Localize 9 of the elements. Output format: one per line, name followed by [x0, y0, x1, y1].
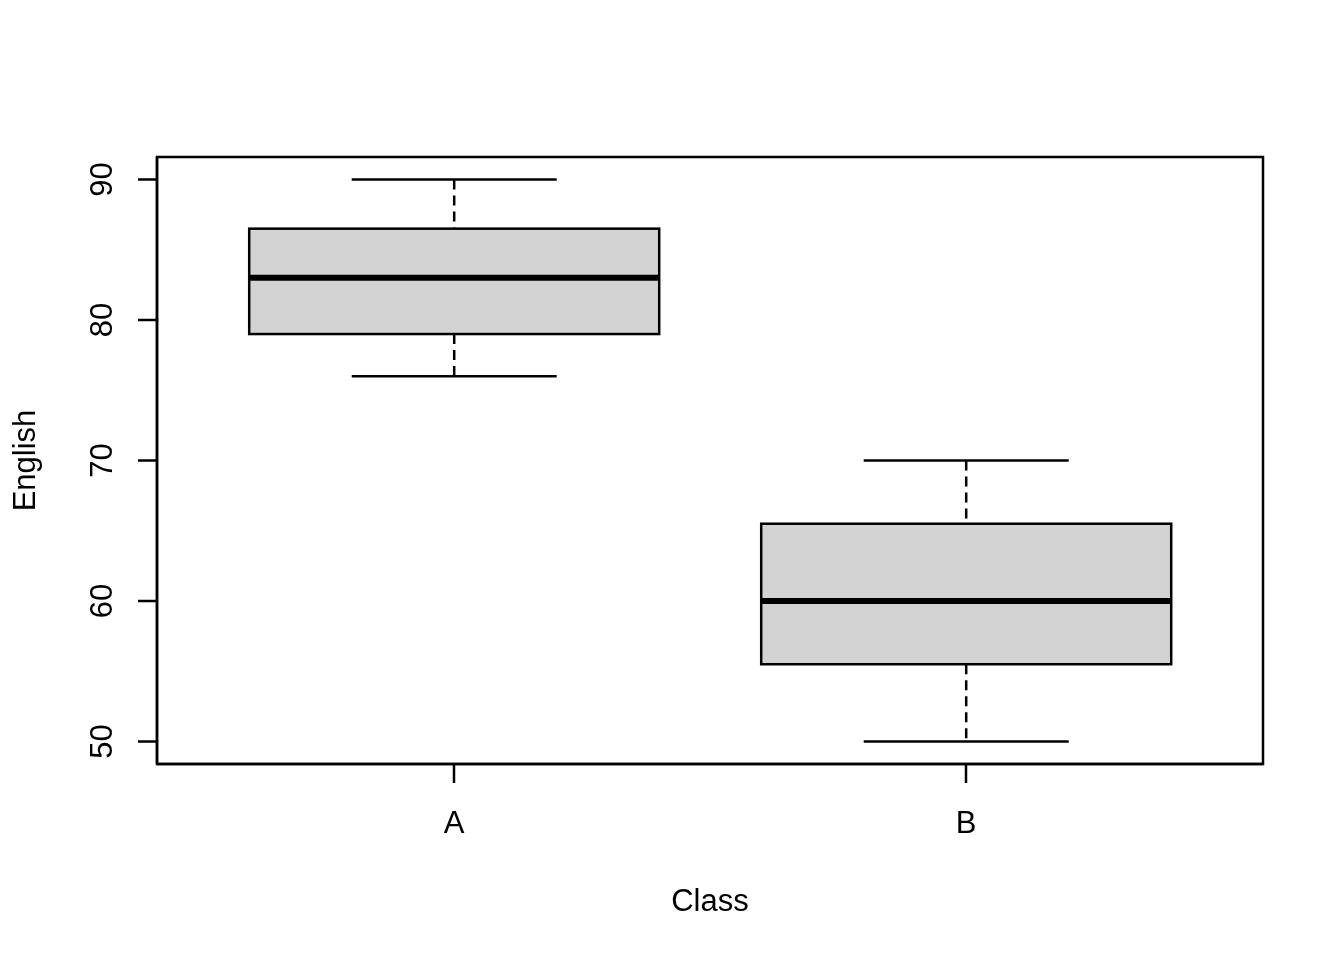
y-axis-title: English	[7, 409, 42, 512]
y-tick-label: 80	[84, 302, 119, 338]
y-tick-label: 90	[84, 162, 119, 197]
x-tick-label: B	[955, 805, 977, 841]
x-axis-title: Class	[671, 883, 749, 919]
y-tick-label: 70	[84, 443, 119, 478]
y-tick-label: 50	[84, 724, 119, 759]
x-tick-label: A	[443, 805, 465, 841]
y-tick-label: 60	[84, 583, 119, 619]
